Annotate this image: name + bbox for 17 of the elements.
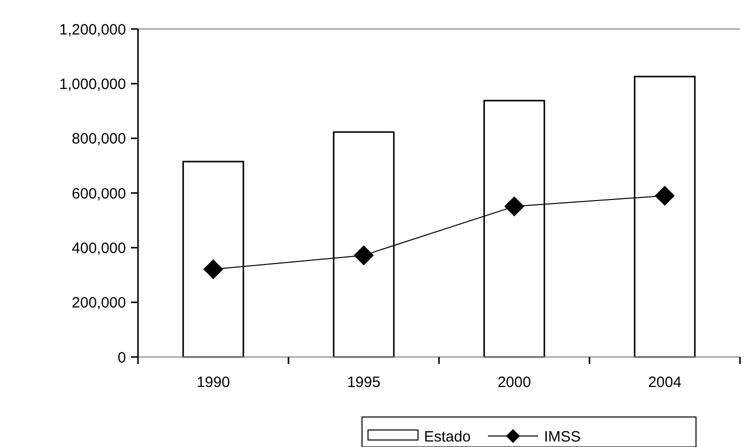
x-tick-label: 2000 — [498, 374, 531, 391]
y-tick-label: 200,000 — [72, 294, 126, 312]
point — [354, 245, 374, 266]
y-tick-label: 400,000 — [72, 240, 126, 257]
legend-label: IMSS — [544, 428, 581, 446]
legend-label: Estado — [424, 428, 471, 446]
y-tick-label: 1,200,000 — [59, 21, 126, 38]
y-tick-label: 600,000 — [72, 185, 126, 202]
point — [504, 196, 524, 216]
point — [203, 259, 224, 280]
y-tick-label: 1,000,000 — [59, 76, 126, 93]
x-tick-label: 1995 — [347, 374, 380, 391]
point — [654, 186, 675, 206]
x-tick-label: 1990 — [196, 374, 230, 391]
y-tick-label: 0 — [118, 349, 126, 366]
y-tick-label: 800,000 — [72, 130, 126, 148]
x-tick-label: 2004 — [648, 374, 682, 391]
